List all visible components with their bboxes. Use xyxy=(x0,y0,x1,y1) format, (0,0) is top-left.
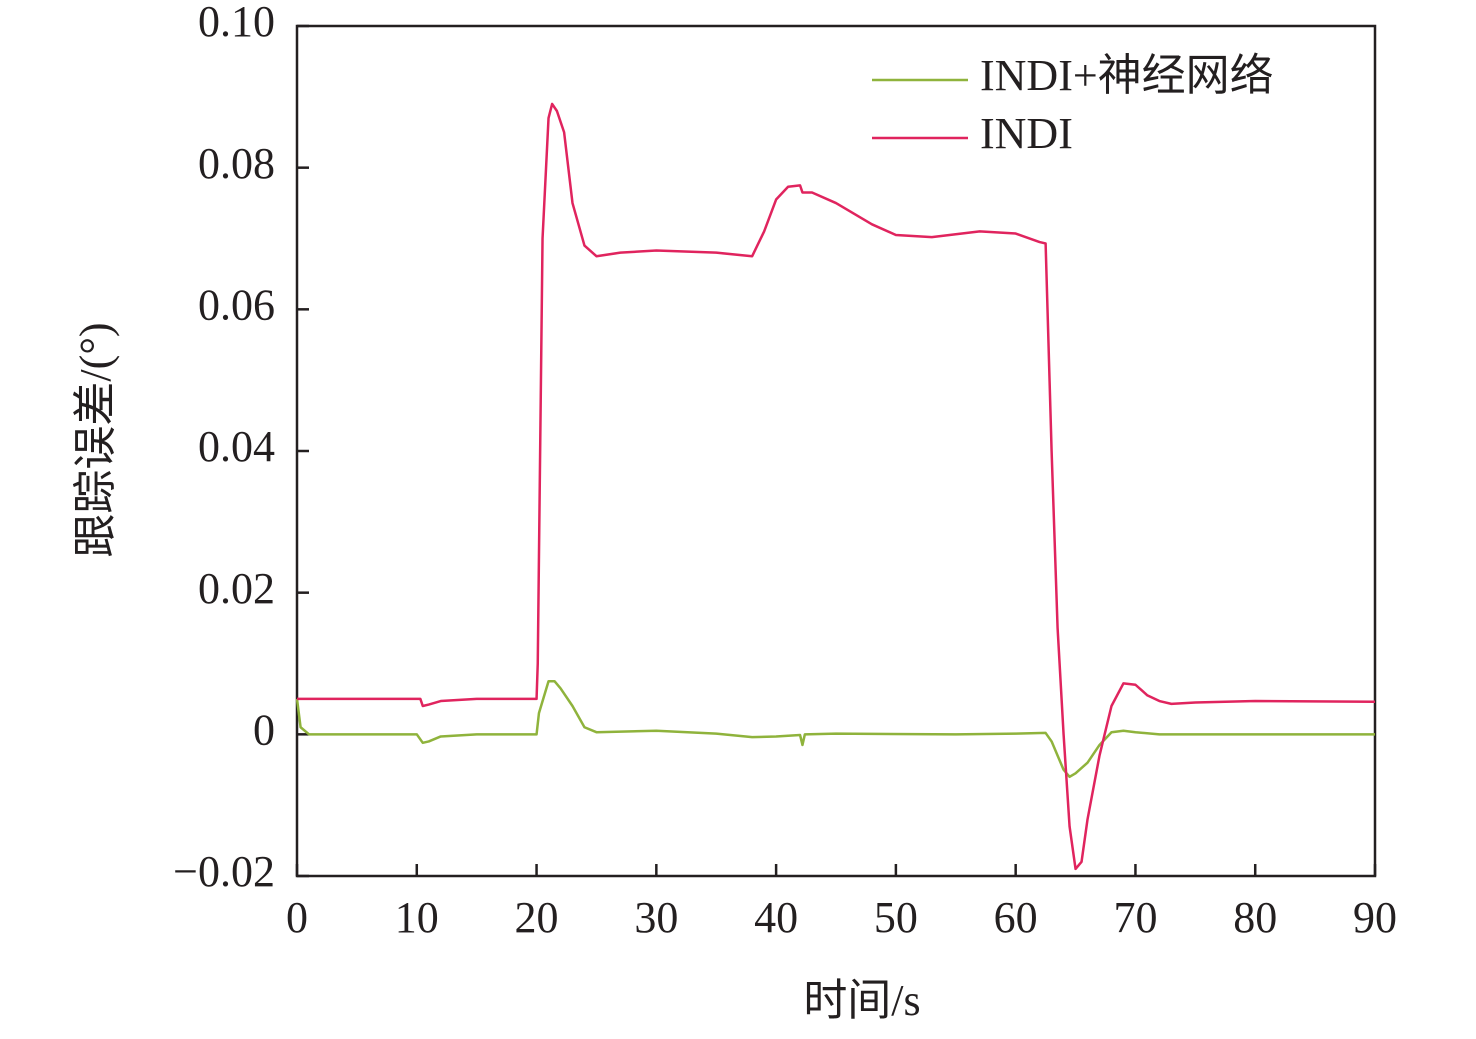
y-tick-label: 0 xyxy=(253,705,275,754)
plot-frame xyxy=(295,24,1377,878)
data-line xyxy=(295,679,1375,779)
x-tick-label: 10 xyxy=(395,893,439,942)
x-tick-label: 20 xyxy=(515,893,559,942)
x-tick-label: 60 xyxy=(994,893,1038,942)
x-tick-label: 80 xyxy=(1233,893,1277,942)
legend-label: INDI+神经网络 xyxy=(980,51,1274,100)
y-tick-label: 0.04 xyxy=(198,422,275,471)
x-tick-label: 30 xyxy=(634,893,678,942)
y-tick-label: 0.08 xyxy=(198,139,275,188)
legend-label: INDI xyxy=(980,109,1073,158)
y-tick-label: 0.10 xyxy=(198,0,275,46)
data-line xyxy=(297,102,1376,871)
x-axis-label: 时间/s xyxy=(803,976,920,1025)
y-tick-label: 0.06 xyxy=(198,280,275,329)
y-tick-label: −0.02 xyxy=(173,847,275,896)
y-tick-label: 0.02 xyxy=(198,564,275,613)
x-tick-label: 90 xyxy=(1353,893,1397,942)
x-tick-label: 40 xyxy=(754,893,798,942)
x-tick-label: 0 xyxy=(286,893,308,942)
y-axis-label: 跟踪误差/(°) xyxy=(71,322,120,557)
x-tick-label: 50 xyxy=(874,893,918,942)
x-tick-label: 70 xyxy=(1113,893,1157,942)
